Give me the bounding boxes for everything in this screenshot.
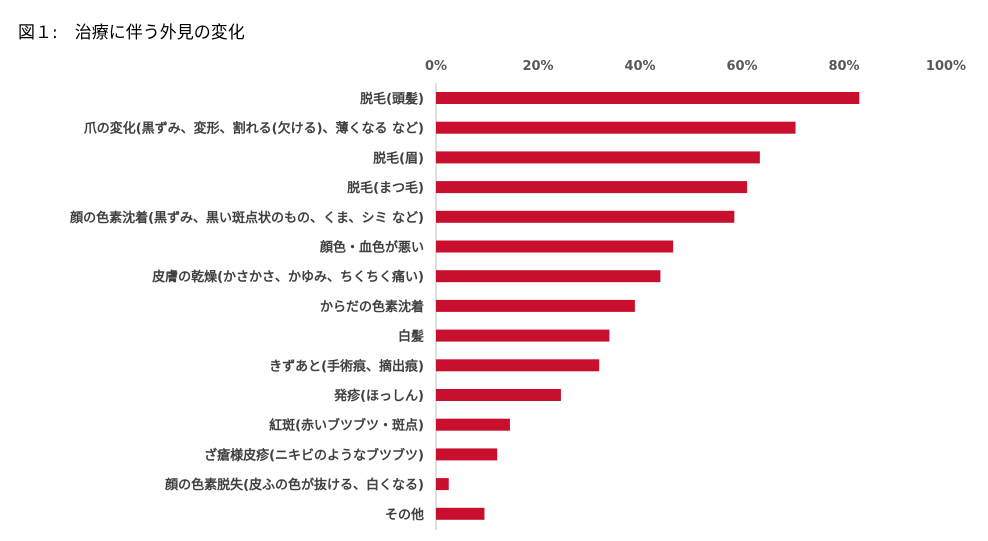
bar [436, 240, 674, 253]
bar [436, 418, 510, 431]
bar [436, 210, 735, 223]
bar [436, 92, 860, 104]
bar [436, 270, 661, 283]
bar [436, 121, 796, 134]
category-label: 脱毛(眉) [373, 150, 424, 166]
category-label: 顔の色素沈着(黒ずみ、黒い斑点状のもの、くま、シミ など) [69, 210, 424, 226]
category-label: ざ瘡様皮疹(ニキビのようなブツブツ) [204, 447, 424, 463]
category-label: 皮膚の乾燥(かさかさ、かゆみ、ちくちく痛い) [151, 269, 424, 285]
x-tick-label: 20% [522, 59, 553, 74]
category-label: 顔色・血色が悪い [319, 240, 424, 256]
bar [436, 299, 635, 312]
category-label: 発疹(ほっしん) [333, 388, 424, 404]
category-label: 脱毛(まつ毛) [347, 180, 424, 196]
category-label: 白髪 [398, 329, 424, 345]
x-tick-label: 100% [926, 59, 966, 74]
x-tick-label: 60% [726, 59, 757, 74]
category-label: 脱毛(頭髪) [360, 91, 424, 107]
bar [436, 389, 561, 401]
x-tick-label: 0% [425, 59, 447, 74]
bar [436, 507, 485, 520]
bar [436, 478, 449, 491]
bar [436, 448, 498, 461]
bar [436, 181, 748, 194]
category-label: 紅斑(赤いブツブツ・斑点) [269, 418, 424, 434]
category-label: きずあと(手術痕、摘出痕) [269, 358, 424, 374]
category-label: からだの色素沈着 [320, 299, 424, 315]
bar [436, 359, 600, 372]
x-tick-label: 40% [624, 59, 655, 74]
category-label: その他 [385, 507, 424, 523]
category-label: 顔の色素脱失(皮ふの色が抜ける、白くなる) [164, 477, 424, 493]
category-label: 爪の変化(黒ずみ、変形、割れる(欠ける)、薄くなる など) [84, 121, 424, 137]
x-tick-label: 80% [828, 59, 859, 74]
bar [436, 329, 610, 342]
bar [436, 151, 760, 164]
chart-title: 図１: 治療に伴う外見の変化 [18, 23, 245, 43]
